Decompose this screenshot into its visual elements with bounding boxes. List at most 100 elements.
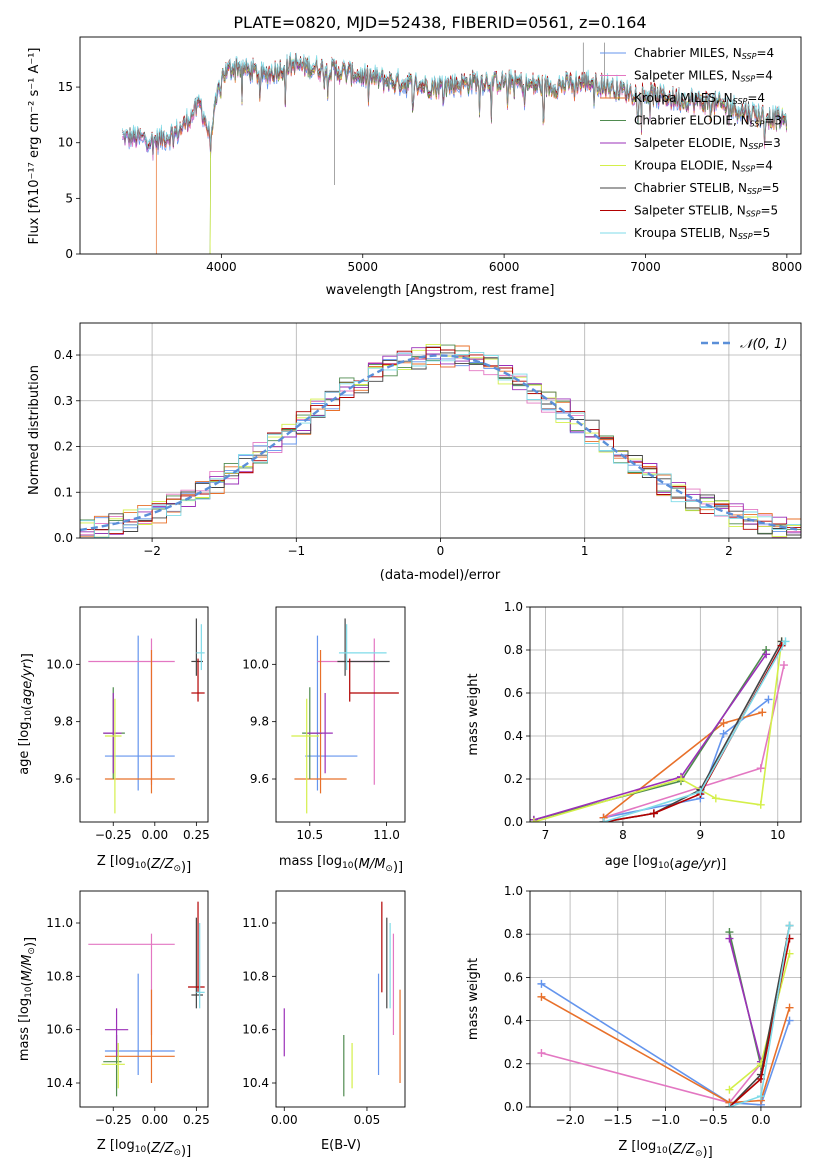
legend-label-part: Chabrier STELIB, N xyxy=(634,181,747,195)
x-axis-label: Z [log10(Z/Z⊙)] xyxy=(97,1138,191,1159)
y-tick-label: 11.0 xyxy=(242,916,269,930)
legend-label-part: Salpeter STELIB, N xyxy=(634,204,746,218)
y-tick-label: 0.8 xyxy=(504,643,523,657)
y-tick-label: 0.1 xyxy=(54,485,73,499)
y-tick-label: 15 xyxy=(58,80,73,94)
weight-marker xyxy=(785,1003,794,1012)
label-part: M/M xyxy=(20,955,35,982)
x-tick-label: −0.25 xyxy=(95,828,132,842)
spectrum-lines xyxy=(122,42,787,254)
y-tick-label: 0.3 xyxy=(54,394,73,408)
label-part: ( xyxy=(146,1141,151,1156)
y-axis-label: mass weight xyxy=(466,958,481,1040)
y-tick-label: 1.0 xyxy=(504,600,523,614)
panel-age-vs-mass: 10.5 11.0 9.6 9.8 10.0 mass [log10(M/M⊙)] xyxy=(242,606,406,875)
weight-marker xyxy=(762,650,771,659)
x-tick-label: 0.00 xyxy=(141,1113,168,1127)
legend-label-part: =4 xyxy=(747,91,765,105)
x-tick-label: 6000 xyxy=(489,260,520,274)
panel-weight-vs-z: −2.0 −1.5 −1.0 −0.5 0.0 0.0 0.2 0.4 0.6 0.8 1.0 Z [… xyxy=(466,884,802,1160)
label-part: ⊙ xyxy=(695,1149,703,1159)
legend-label-part: =5 xyxy=(753,226,771,240)
y-tick-label: 10.0 xyxy=(242,657,269,671)
legend-label-part: =4 xyxy=(755,159,773,173)
weight-marker xyxy=(719,729,728,738)
y-tick-label: 0.4 xyxy=(54,348,73,362)
x-tick-label: −1 xyxy=(287,544,305,558)
weight-marker xyxy=(537,979,546,988)
legend-label-part: SSP xyxy=(742,52,757,61)
legend-label-part: Kroupa STELIB, N xyxy=(634,226,738,240)
x-tick-label: 0 xyxy=(437,544,445,558)
label-part: ( xyxy=(669,857,674,872)
legend-label: Chabrier MILES, NSSP=4 xyxy=(634,46,774,61)
label-part: ( xyxy=(354,857,359,872)
normal-curve xyxy=(80,354,801,532)
x-axis-label: mass [log10(M/M⊙)] xyxy=(279,854,403,875)
legend-label-part: Chabrier MILES, N xyxy=(634,46,742,60)
x-tick-label: 0.00 xyxy=(141,828,168,842)
y-tick-label: 10.4 xyxy=(242,1076,269,1090)
histograms xyxy=(80,343,801,538)
legend-label-part: SSP xyxy=(750,120,765,129)
label-part: age [log xyxy=(17,722,32,775)
x-tick-label: −0.5 xyxy=(699,1113,728,1127)
weight-marker xyxy=(785,921,794,930)
label-part: )] xyxy=(703,1145,713,1160)
x-tick-label: −1.0 xyxy=(651,1113,680,1127)
x-tick-label: −0.25 xyxy=(95,1113,132,1127)
x-tick-label: 7000 xyxy=(630,260,661,274)
weight-marker xyxy=(537,992,546,1001)
y-tick-label: 5 xyxy=(65,191,73,205)
y-tick-label: 0.8 xyxy=(504,927,523,941)
weight-marker xyxy=(719,719,728,728)
y-tick-label: 9.6 xyxy=(250,772,269,786)
y-tick-label: 0.6 xyxy=(504,970,523,984)
legend-label: Kroupa STELIB, NSSP=5 xyxy=(634,226,770,241)
label-part: 10 xyxy=(342,861,354,871)
panel-spectrum: 4000 5000 6000 7000 8000 0 5 10 15 wavelength [An… xyxy=(27,36,802,298)
legend-label: Salpeter MILES, NSSP=4 xyxy=(634,69,773,84)
legend-label-part: SSP xyxy=(747,187,762,196)
panel-residuals: −2 −1 0 1 2 0.0 0.1 0.2 0.3 0.4 (data-model)/error… xyxy=(27,322,802,583)
y-tick-label: 0.2 xyxy=(504,772,523,786)
figure-title: PLATE=0820, MJD=52438, FIBERID=0561, z=0… xyxy=(233,13,646,32)
legend-label: Kroupa MILES, NSSP=4 xyxy=(634,91,765,106)
errorbars xyxy=(291,618,399,814)
label-part: age/yr xyxy=(20,662,35,705)
label-part: )] xyxy=(20,653,35,663)
x-tick-label: 8 xyxy=(619,828,627,842)
legend-label-part: =3 xyxy=(764,114,782,128)
y-tick-label: 0.4 xyxy=(504,729,523,743)
legend-label-part: SSP xyxy=(741,165,756,174)
legend-label-part: =5 xyxy=(760,204,778,218)
legend-label-part: Chabrier ELODIE, N xyxy=(634,114,750,128)
observed-spectrum-line xyxy=(122,57,787,156)
x-tick-label: 0.25 xyxy=(183,1113,210,1127)
weight-marker xyxy=(696,787,705,796)
legend-label: Salpeter ELODIE, NSSP=3 xyxy=(634,136,781,151)
axes-frame xyxy=(529,606,802,823)
x-tick-label: 0.00 xyxy=(271,1113,298,1127)
legend-label-part: Kroupa ELODIE, N xyxy=(634,159,741,173)
errorbars xyxy=(88,618,205,814)
axes-frame xyxy=(275,606,406,823)
legend-label-part: Salpeter MILES, N xyxy=(634,69,741,83)
x-tick-label: 7 xyxy=(542,828,550,842)
y-tick-label: 10.0 xyxy=(46,657,73,671)
x-tick-label: 10 xyxy=(770,828,785,842)
weight-marker xyxy=(599,818,608,822)
x-tick-label: −2 xyxy=(143,544,161,558)
y-tick-label: 9.6 xyxy=(54,772,73,786)
axes-frame xyxy=(79,890,209,1108)
x-axis-label: Z [log10(Z/Z⊙)] xyxy=(618,1139,712,1160)
y-tick-label: 0.4 xyxy=(504,1014,523,1028)
y-tick-label: 9.8 xyxy=(250,715,269,729)
x-tick-label: 11.0 xyxy=(373,828,400,842)
x-axis-label: wavelength [Angstrom, rest frame] xyxy=(326,283,555,298)
legend-label-part: =4 xyxy=(756,46,774,60)
label-part: ⊙ xyxy=(173,864,181,874)
weight-marker xyxy=(537,1049,546,1057)
x-tick-label: 0.0 xyxy=(751,1113,770,1127)
